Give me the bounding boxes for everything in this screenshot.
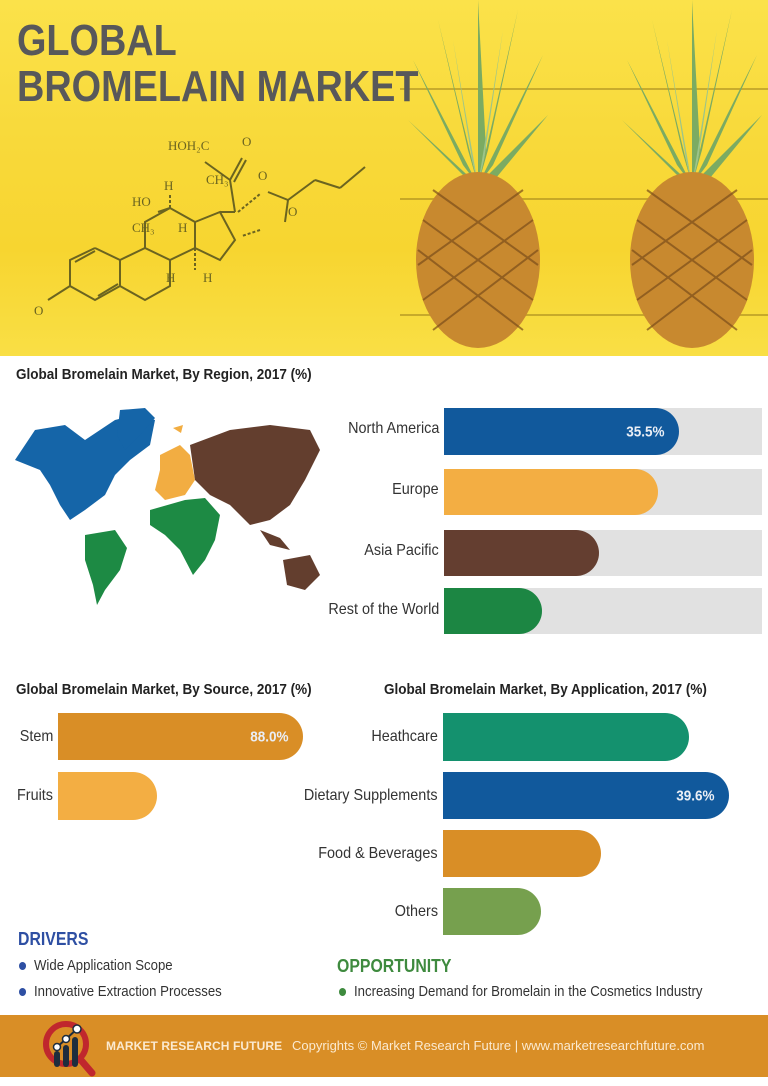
asia-pacific-region bbox=[190, 425, 320, 525]
bullet-dot-icon bbox=[339, 987, 347, 996]
opportunity-item-text: Increasing Demand for Bromelain in the C… bbox=[353, 983, 703, 1000]
driver-item-text: Wide Application Scope bbox=[33, 957, 173, 974]
bar-label-dietary-supplements: Dietary Supplements bbox=[304, 787, 438, 804]
region-chart-title: Global Bromelain Market, By Region, 2017… bbox=[16, 366, 312, 383]
bar-value-label: 39.6% bbox=[676, 787, 715, 804]
bar-food-beverages bbox=[443, 830, 601, 877]
bar-label-healthcare: Heathcare bbox=[371, 728, 438, 745]
footer-brand-name: MARKET RESEARCH FUTURE bbox=[106, 1039, 283, 1053]
title-line-1: GLOBAL bbox=[17, 16, 177, 65]
molecule-label: O bbox=[242, 134, 251, 149]
molecule-label: HO bbox=[132, 194, 151, 209]
application-chart-title: Global Bromelain Market, By Application,… bbox=[384, 681, 707, 698]
north-america-region bbox=[15, 415, 155, 520]
bar-label-rest-of-world: Rest of the World bbox=[328, 601, 439, 618]
bar-label-north-america: North America bbox=[347, 420, 439, 437]
bar-fruits bbox=[58, 772, 157, 820]
bar-value-label: 88.0% bbox=[250, 728, 289, 745]
hero-banner: GLOBAL BROMELAIN MARKET bbox=[0, 0, 768, 356]
bromelain-molecule-diagram: HOH₂C O CH₃ H HO O O CH₃ H H H O bbox=[34, 134, 366, 318]
bar-others bbox=[443, 888, 541, 935]
title-line-2: BROMELAIN MARKET bbox=[17, 62, 419, 111]
opportunity-item: Increasing Demand for Bromelain in the C… bbox=[339, 983, 702, 1000]
south-america-region bbox=[85, 530, 127, 605]
molecule-label: CH₃ bbox=[132, 220, 155, 235]
molecule-label: H bbox=[166, 270, 175, 285]
bar-label-europe: Europe bbox=[392, 481, 439, 498]
molecule-label: O bbox=[288, 204, 297, 219]
molecule-label: H bbox=[203, 270, 212, 285]
bar-europe bbox=[444, 469, 658, 515]
molecule-label: HOH₂C bbox=[168, 138, 209, 153]
bar-asia-pacific bbox=[444, 530, 599, 576]
wood-plank-line bbox=[400, 198, 768, 200]
bar-dietary-supplements: 39.6% bbox=[443, 772, 729, 819]
bar-label-fruits: Fruits bbox=[17, 787, 53, 804]
bar-label-stem: Stem bbox=[19, 728, 53, 745]
bar-label-asia-pacific: Asia Pacific bbox=[364, 542, 439, 559]
africa-region bbox=[150, 498, 220, 575]
source-chart-title: Global Bromelain Market, By Source, 2017… bbox=[16, 681, 312, 698]
bar-stem: 88.0% bbox=[58, 713, 303, 760]
drivers-heading: DRIVERS bbox=[18, 929, 89, 949]
bar-label-others: Others bbox=[394, 903, 438, 920]
bar-north-america: 35.5% bbox=[444, 408, 679, 455]
footer-copyright-link[interactable]: Copyrights © Market Research Future | ww… bbox=[292, 1038, 705, 1053]
pineapple-image-right bbox=[622, 0, 762, 348]
pineapple-image-left bbox=[408, 0, 548, 348]
page-title: GLOBAL BROMELAIN MARKET bbox=[17, 18, 418, 110]
wood-plank-line bbox=[400, 88, 768, 90]
molecule-label: O bbox=[258, 168, 267, 183]
opportunity-heading: OPPORTUNITY bbox=[337, 956, 452, 976]
bar-label-food-beverages: Food & Beverages bbox=[318, 845, 438, 862]
wood-plank-line bbox=[400, 314, 768, 316]
world-map bbox=[15, 408, 320, 605]
market-research-future-logo-icon bbox=[43, 1021, 96, 1077]
bullet-dot-icon bbox=[19, 961, 27, 970]
bar-healthcare bbox=[443, 713, 689, 761]
bar-value-label: 35.5% bbox=[626, 423, 665, 440]
molecule-label: CH₃ bbox=[206, 172, 229, 187]
driver-item-text: Innovative Extraction Processes bbox=[33, 983, 222, 1000]
europe-region bbox=[155, 445, 195, 500]
bar-rest-of-world bbox=[444, 588, 542, 634]
molecule-label: O bbox=[34, 303, 43, 318]
bullet-dot-icon bbox=[19, 987, 27, 996]
footer: MARKET RESEARCH FUTURE Copyrights © Mark… bbox=[0, 1015, 768, 1077]
driver-item: Wide Application Scope bbox=[19, 957, 173, 974]
driver-item: Innovative Extraction Processes bbox=[19, 983, 222, 1000]
molecule-label: H bbox=[178, 220, 187, 235]
molecule-label: H bbox=[164, 178, 173, 193]
